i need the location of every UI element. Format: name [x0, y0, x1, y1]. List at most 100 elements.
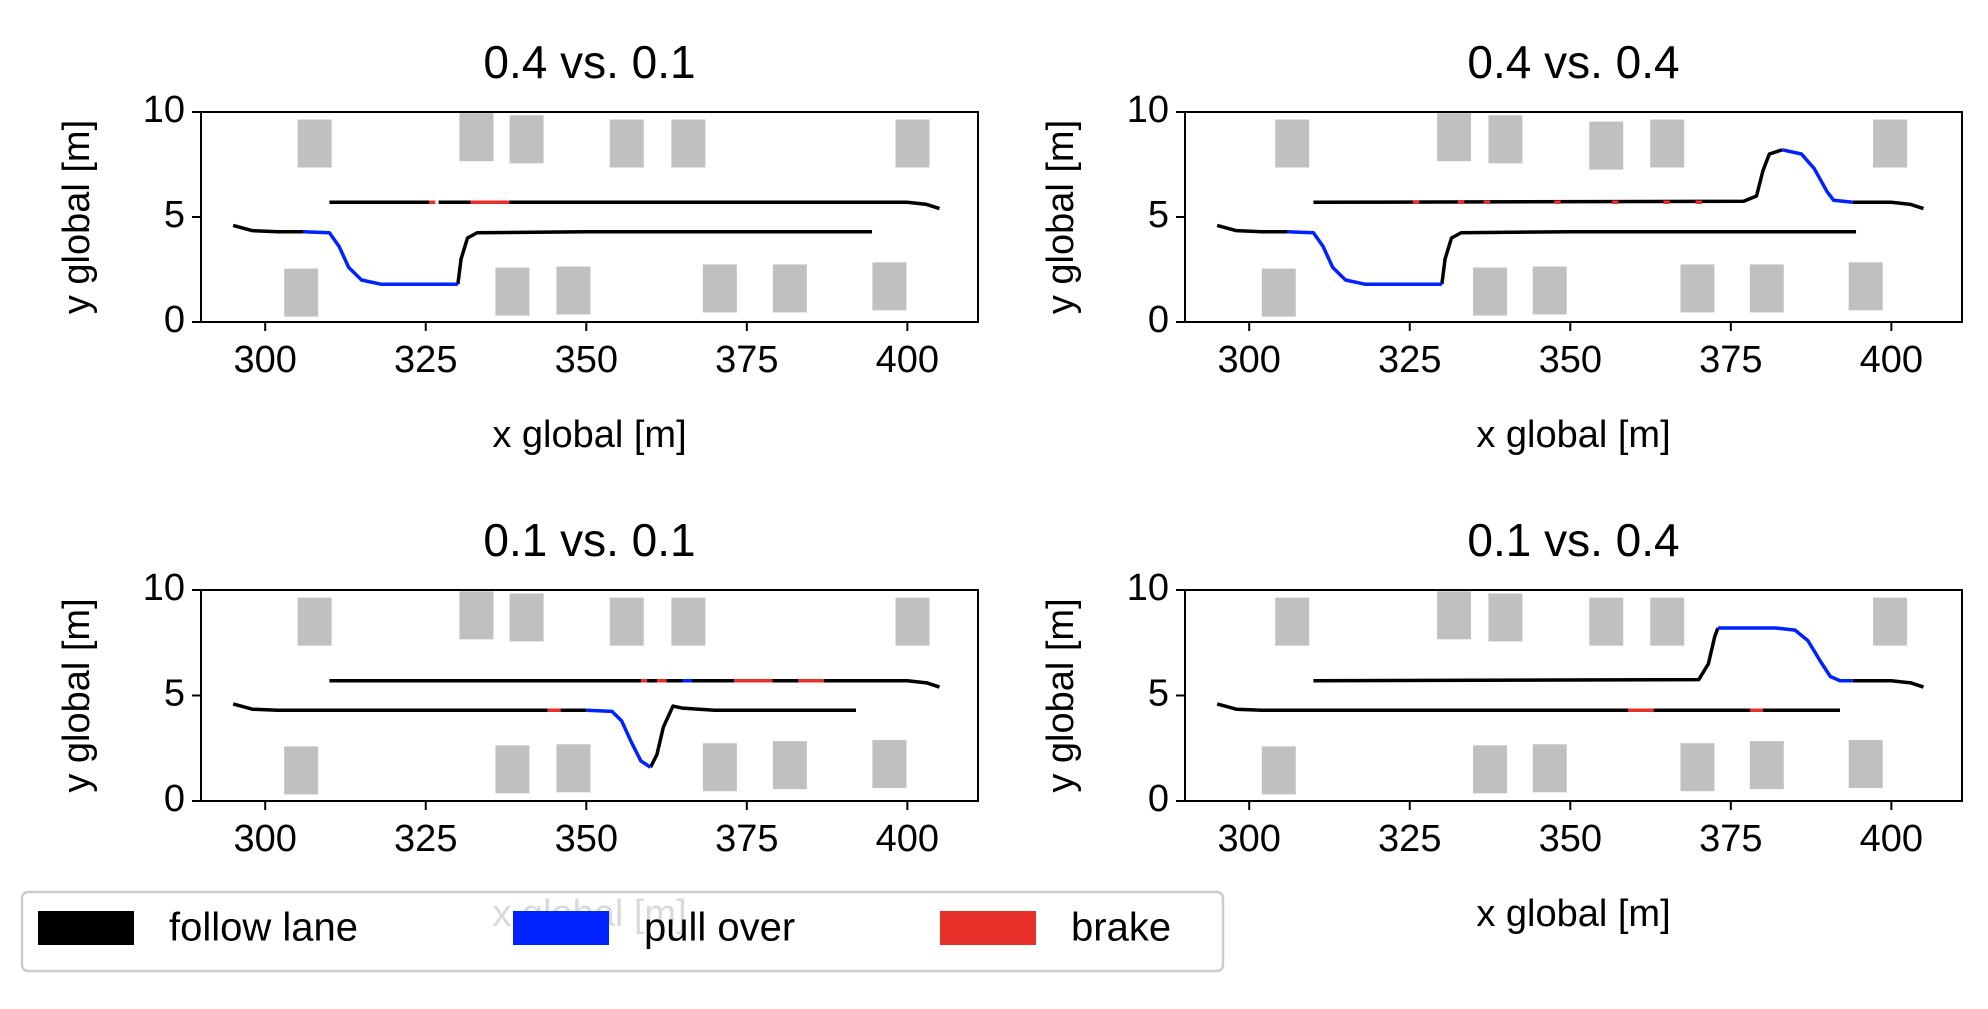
- obstacle: [459, 591, 494, 640]
- subplot-title: 0.4 vs. 0.1: [483, 36, 695, 88]
- obstacle: [1261, 268, 1296, 317]
- obstacle: [702, 743, 737, 792]
- y-tick-label: 10: [143, 567, 185, 609]
- obstacle: [609, 597, 644, 646]
- x-axis-label: x global [m]: [492, 414, 686, 456]
- y-axis-label: y global [m]: [56, 120, 98, 314]
- obstacle: [509, 115, 544, 164]
- legend-label: follow lane: [169, 906, 358, 950]
- legend-frame: [20, 890, 1225, 973]
- obstacle: [284, 746, 319, 795]
- obstacle: [702, 264, 737, 313]
- y-tick-label: 0: [164, 299, 185, 341]
- subplot-title: 0.1 vs. 0.4: [1467, 514, 1679, 566]
- obstacle: [1275, 119, 1310, 168]
- obstacle: [609, 119, 644, 168]
- obstacle: [1532, 744, 1567, 793]
- trajectory: [1717, 626, 1853, 683]
- y-tick-label: 0: [164, 778, 185, 820]
- obstacle: [1437, 591, 1472, 640]
- obstacle: [1532, 266, 1567, 315]
- x-tick-label: 400: [1860, 818, 1923, 860]
- obstacle: [872, 262, 907, 311]
- obstacle: [509, 593, 544, 642]
- x-tick-label: 350: [1539, 339, 1602, 381]
- obstacle: [1680, 743, 1715, 792]
- obstacle: [671, 597, 706, 646]
- obstacle: [297, 119, 332, 168]
- legend-swatch: [940, 911, 1036, 945]
- obstacle: [1873, 597, 1908, 646]
- trajectory: [232, 678, 941, 769]
- x-axis-label: x global [m]: [1476, 893, 1670, 935]
- x-tick-label: 325: [1378, 818, 1441, 860]
- x-tick-label: 375: [1699, 339, 1762, 381]
- x-tick-label: 400: [1860, 339, 1923, 381]
- x-axis-label: x global [m]: [1476, 414, 1670, 456]
- x-tick-label: 400: [876, 818, 939, 860]
- legend-swatch: [513, 911, 609, 945]
- trajectory: [547, 678, 824, 713]
- y-tick-label: 5: [1148, 673, 1169, 715]
- legend-swatch: [38, 911, 134, 945]
- obstacle: [1488, 115, 1523, 164]
- obstacle: [1650, 119, 1685, 168]
- y-tick-label: 0: [1148, 778, 1169, 820]
- obstacle: [1589, 121, 1624, 170]
- x-tick-label: 325: [394, 339, 457, 381]
- x-tick-label: 300: [1218, 339, 1281, 381]
- obstacle: [1437, 113, 1472, 162]
- obstacle: [1261, 746, 1296, 795]
- x-tick-label: 350: [555, 818, 618, 860]
- legend: follow lane pull over brake: [20, 890, 1225, 973]
- obstacle: [1488, 593, 1523, 642]
- x-tick-label: 350: [555, 339, 618, 381]
- subplot-title: 0.1 vs. 0.1: [483, 514, 695, 566]
- y-tick-label: 0: [1148, 299, 1169, 341]
- obstacle: [1275, 597, 1310, 646]
- axes-frame: [1184, 589, 1963, 802]
- y-axis-label: y global [m]: [1040, 120, 1082, 314]
- obstacle: [556, 266, 591, 315]
- trajectory: [586, 678, 693, 769]
- y-axis-label: y global [m]: [1040, 598, 1082, 792]
- trajectory: [303, 229, 458, 286]
- subplot: 0.1 vs. 0.4 300 325 350 375 400 0 5 10 x global […: [1040, 514, 1963, 935]
- x-tick-label: 325: [394, 818, 457, 860]
- obstacle: [1848, 262, 1883, 311]
- obstacle: [895, 119, 930, 168]
- obstacle: [1650, 597, 1685, 646]
- trajectory: [232, 200, 941, 285]
- x-tick-label: 350: [1539, 818, 1602, 860]
- x-tick-label: 300: [234, 339, 297, 381]
- axes-frame: [200, 111, 979, 323]
- x-tick-label: 375: [715, 339, 778, 381]
- x-tick-label: 300: [1218, 818, 1281, 860]
- legend-label: brake: [1071, 906, 1171, 950]
- obstacle: [1473, 745, 1508, 794]
- obstacle: [1473, 267, 1508, 316]
- trajectory: [1216, 627, 1925, 713]
- obstacle: [772, 264, 807, 313]
- obstacle: [671, 119, 706, 168]
- obstacle: [1680, 264, 1715, 313]
- obstacle: [1589, 597, 1624, 646]
- obstacle: [495, 745, 530, 794]
- subplot-title: 0.4 vs. 0.4: [1467, 36, 1679, 88]
- trajectory: [1216, 148, 1925, 285]
- subplot: 0.4 vs. 0.1 300 325 350 375 400 0 5 10 x global […: [56, 36, 979, 456]
- obstacle: [1848, 740, 1883, 789]
- trajectory: [1287, 148, 1854, 286]
- x-tick-label: 325: [1378, 339, 1441, 381]
- x-tick-label: 375: [1699, 818, 1762, 860]
- y-tick-label: 5: [164, 673, 185, 715]
- y-axis-label: y global [m]: [56, 598, 98, 792]
- y-tick-label: 10: [1127, 89, 1169, 131]
- y-tick-label: 10: [1127, 567, 1169, 609]
- axes-frame: [200, 589, 979, 802]
- subplot: 0.4 vs. 0.4 300 325 350 375 400 0 5 10 x global […: [1040, 36, 1963, 456]
- obstacle: [284, 268, 319, 317]
